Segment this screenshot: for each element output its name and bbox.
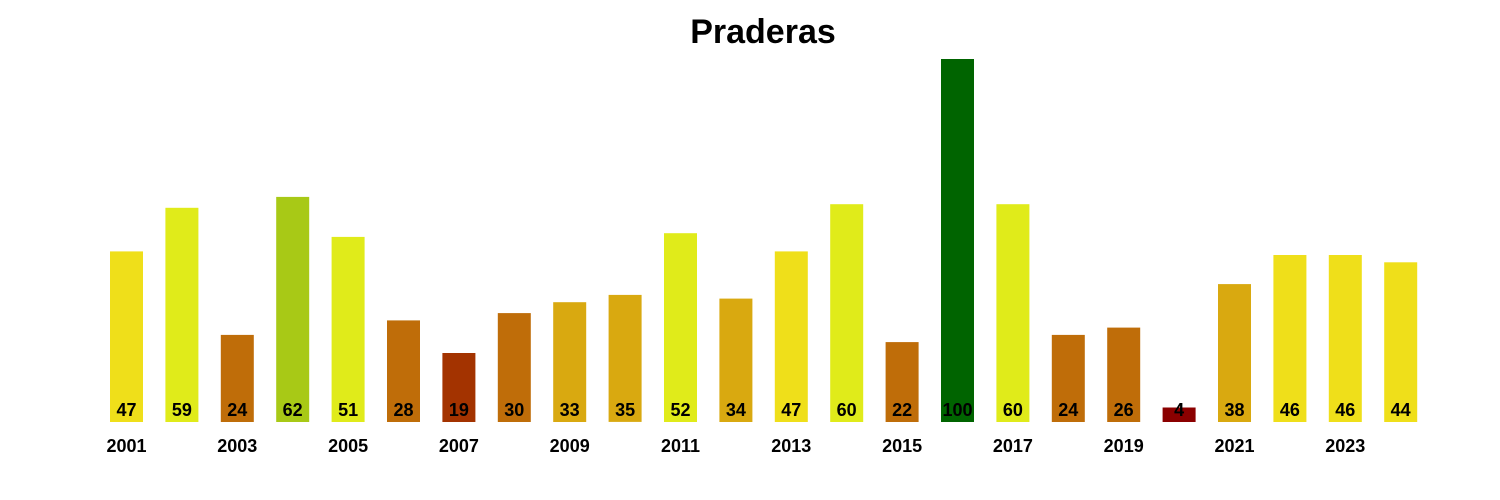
bars-group xyxy=(110,59,1418,422)
data-label-2015: 22 xyxy=(892,400,912,420)
x-tick-label-2015: 2015 xyxy=(882,436,922,456)
data-label-2011: 52 xyxy=(670,400,690,420)
x-tick-label-2011: 2011 xyxy=(661,436,700,456)
bar-2017 xyxy=(996,204,1030,422)
data-label-2003: 24 xyxy=(227,400,247,420)
data-label-2001: 47 xyxy=(116,400,136,420)
x-tick-label-2003: 2003 xyxy=(217,436,257,456)
x-tick-label-2017: 2017 xyxy=(993,436,1033,456)
data-label-2016: 100 xyxy=(942,400,972,420)
x-tick-label-2009: 2009 xyxy=(550,436,590,456)
data-label-2006: 28 xyxy=(393,400,413,420)
x-tick-label-2019: 2019 xyxy=(1104,436,1144,456)
x-tick-label-2013: 2013 xyxy=(771,436,811,456)
data-label-2022: 46 xyxy=(1280,400,1300,420)
data-label-2012: 34 xyxy=(726,400,746,420)
bar-2002 xyxy=(165,207,199,422)
bar-2020 xyxy=(1162,407,1196,422)
data-label-2005: 51 xyxy=(338,400,358,420)
bar-2009 xyxy=(553,302,587,422)
data-label-2021: 38 xyxy=(1224,400,1244,420)
bar-2023 xyxy=(1328,255,1362,422)
bar-2008 xyxy=(497,313,531,422)
data-label-2020: 4 xyxy=(1174,400,1184,420)
data-label-2007: 19 xyxy=(449,400,469,420)
bar-2018 xyxy=(1051,334,1085,422)
data-label-2014: 60 xyxy=(837,400,857,420)
data-label-2009: 33 xyxy=(560,400,580,420)
x-tick-label-2007: 2007 xyxy=(439,436,479,456)
data-label-2019: 26 xyxy=(1114,400,1134,420)
bar-2004 xyxy=(276,196,310,422)
data-label-2010: 35 xyxy=(615,400,635,420)
data-label-2004: 62 xyxy=(283,400,303,420)
x-tick-label-2023: 2023 xyxy=(1325,436,1365,456)
bar-2011 xyxy=(664,233,697,422)
bar-2010 xyxy=(608,294,642,422)
data-label-2002: 59 xyxy=(172,400,192,420)
bar-2006 xyxy=(387,320,420,422)
data-labels-group: 47 59 24 62 51 28 19 30 33 35 52 34 47 60 22 100 60 24 26 4… xyxy=(116,400,1410,420)
bar-2019 xyxy=(1107,327,1141,422)
bar-2007 xyxy=(442,353,476,422)
x-tick-label-2005: 2005 xyxy=(328,436,368,456)
bar-2014 xyxy=(830,204,864,422)
bar-2005 xyxy=(331,236,365,422)
bar-2003 xyxy=(220,334,254,422)
bar-2012 xyxy=(719,298,753,422)
data-label-2017: 60 xyxy=(1003,400,1023,420)
x-tick-label-2021: 2021 xyxy=(1214,436,1254,456)
data-label-2008: 30 xyxy=(504,400,524,420)
x-tick-label-2001: 2001 xyxy=(106,436,146,456)
chart-title: Praderas xyxy=(690,13,836,51)
bar-2021 xyxy=(1218,284,1251,422)
bar-2001 xyxy=(110,251,143,422)
bar-2013 xyxy=(774,251,808,422)
data-label-2024: 44 xyxy=(1391,400,1411,420)
x-axis-tick-labels: 2001 2003 2005 2007 2009 2011 2013 2015 2017 2019… xyxy=(106,436,1365,456)
bar-2016 xyxy=(941,59,974,422)
bar-2024 xyxy=(1384,262,1418,422)
bar-2022 xyxy=(1273,255,1307,422)
bar-2015 xyxy=(885,342,919,422)
data-label-2013: 47 xyxy=(781,400,801,420)
data-label-2023: 46 xyxy=(1335,400,1355,420)
data-label-2018: 24 xyxy=(1058,400,1078,420)
